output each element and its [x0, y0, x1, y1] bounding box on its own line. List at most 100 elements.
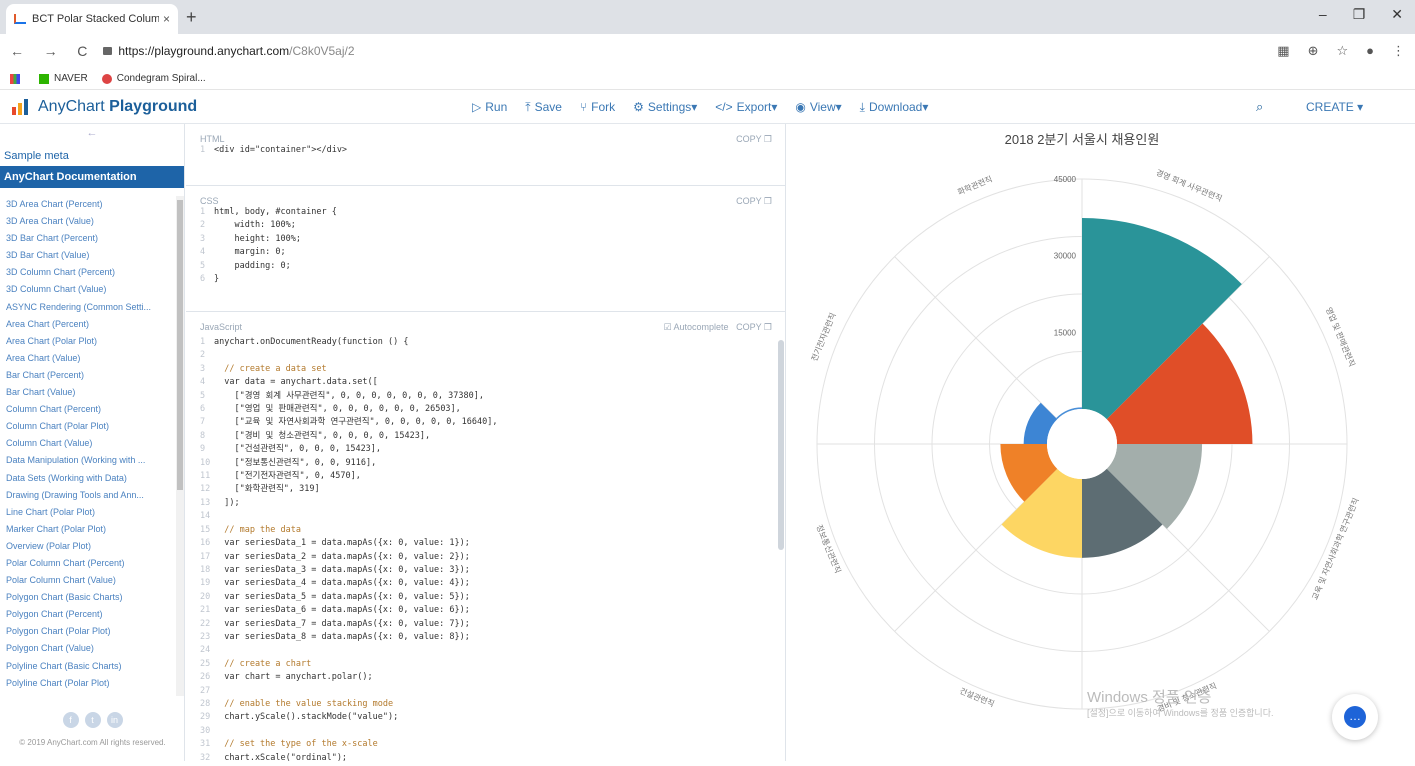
bookmark-condegram[interactable]: Condegram Spiral...: [101, 73, 206, 84]
zoom-icon[interactable]: ⊕: [1307, 43, 1319, 58]
html-code[interactable]: 1 <div id="container"></div>: [186, 144, 786, 157]
sidebar-item[interactable]: 3D Area Chart (Value): [6, 216, 94, 227]
sidebar-item[interactable]: Data Sets (Working with Data): [6, 472, 127, 483]
view-button[interactable]: ◉ View▾: [795, 100, 842, 114]
twitter-icon[interactable]: t: [84, 712, 101, 728]
line-number: 24: [200, 645, 211, 656]
reload-icon[interactable]: C: [77, 43, 88, 59]
column-2[interactable]: [1106, 323, 1253, 444]
back-icon[interactable]: ←: [10, 43, 24, 59]
copy-html-button[interactable]: COPY ❐: [736, 134, 772, 144]
column-3[interactable]: [1106, 444, 1203, 529]
code-icon: </>: [715, 100, 733, 114]
profile-icon[interactable]: ●: [1366, 43, 1374, 58]
code-text: var seriesData_7 = data.mapAs({x: 0, val…: [214, 618, 470, 629]
anychart-logo[interactable]: AnyChart Playground: [12, 98, 197, 116]
facebook-icon[interactable]: f: [62, 712, 79, 728]
url-field[interactable]: https://playground.anychart.com/C8k0V5aj…: [103, 44, 355, 58]
sidebar-item[interactable]: 3D Bar Chart (Value): [6, 250, 90, 261]
collapse-arrow-icon[interactable]: ←: [86, 127, 98, 139]
star-icon[interactable]: ☆: [1336, 43, 1349, 58]
copy-css-button[interactable]: COPY ❐: [736, 196, 772, 206]
translate-icon[interactable]: ▦: [1277, 43, 1290, 58]
sidebar-item[interactable]: Column Chart (Polar Plot): [6, 421, 110, 432]
sample-meta-link[interactable]: Sample meta: [4, 150, 69, 162]
apps-icon[interactable]: [10, 73, 25, 84]
save-button[interactable]: ⤒ Save: [525, 99, 562, 115]
sidebar-item[interactable]: 3D Bar Chart (Percent): [6, 233, 99, 244]
sidebar-item[interactable]: Bar Chart (Percent): [6, 369, 85, 380]
export-button[interactable]: </> Export▾: [715, 100, 778, 114]
sidebar-scrollbar[interactable]: [176, 196, 184, 696]
code-line: 11 ["전기전자관련직", 0, 4570],: [200, 470, 786, 483]
run-button[interactable]: ▷ Run: [472, 100, 508, 114]
app-header: AnyChart Playground ▷ Run ⤒ Save ⑂ Fork ⚙ Se…: [0, 90, 1415, 124]
sidebar-item[interactable]: Area Chart (Polar Plot): [6, 335, 98, 346]
close-window-button[interactable]: ✕: [1391, 6, 1403, 22]
more-icon[interactable]: ⋮: [1392, 43, 1405, 58]
line-number: 27: [200, 685, 211, 696]
code-line: 5 ["경영 회계 사무관련직", 0, 0, 0, 0, 0, 0, 0, 3…: [200, 390, 786, 403]
linkedin-icon[interactable]: in: [106, 712, 123, 728]
editor-scrollbar[interactable]: [778, 340, 784, 550]
column-7[interactable]: [1023, 402, 1058, 444]
maximize-button[interactable]: ❐: [1352, 6, 1366, 22]
search-icon[interactable]: ⌕: [1256, 99, 1264, 114]
column-1[interactable]: [1082, 217, 1242, 420]
column-6[interactable]: [1000, 444, 1058, 502]
sidebar-item[interactable]: Polar Column Chart (Percent): [6, 557, 125, 568]
line-number: 12: [200, 484, 211, 495]
polar-chart[interactable]: 2018 2분기 서울시 채용인원 15000 30000 45000 경영 회계 사무…: [787, 124, 1415, 761]
sidebar-item[interactable]: Line Chart (Polar Plot): [6, 506, 96, 517]
documentation-header[interactable]: AnyChart Documentation: [0, 166, 184, 188]
js-code[interactable]: 1 anychart.onDocumentReady(function () {2…: [186, 332, 786, 765]
browser-tab[interactable]: BCT Polar Stacked Column Cha ×: [6, 4, 178, 34]
code-text: var seriesData_1 = data.mapAs({x: 0, val…: [214, 538, 470, 549]
line-number: 17: [200, 551, 211, 562]
sidebar-item[interactable]: Polyline Chart (Basic Charts): [6, 660, 122, 671]
condegram-icon: [101, 73, 112, 84]
column-4[interactable]: [1082, 468, 1163, 558]
create-button[interactable]: CREATE ▾: [1306, 100, 1364, 114]
sidebar-item[interactable]: Polygon Chart (Percent): [6, 609, 103, 620]
sidebar-item[interactable]: Drawing (Drawing Tools and Ann...: [6, 489, 144, 500]
minimize-button[interactable]: –: [1318, 6, 1327, 22]
fork-button[interactable]: ⑂ Fork: [579, 100, 616, 114]
sidebar-item[interactable]: 3D Area Chart (Percent): [6, 199, 103, 209]
sidebar-item[interactable]: Polygon Chart (Value): [6, 643, 94, 654]
chat-button[interactable]: …: [1332, 694, 1378, 740]
sidebar-item[interactable]: 3D Column Chart (Value): [6, 284, 107, 295]
column-8[interactable]: [1056, 407, 1082, 420]
line-number: 2: [200, 350, 206, 361]
column-5[interactable]: [1001, 468, 1082, 558]
sidebar-item[interactable]: Polygon Chart (Basic Charts): [6, 592, 123, 603]
line-number: 29: [200, 712, 211, 723]
bookmark-naver[interactable]: NAVER: [39, 73, 88, 84]
tab-close-icon[interactable]: ×: [162, 12, 170, 26]
sidebar-item[interactable]: Column Chart (Value): [6, 438, 93, 449]
sidebar-item[interactable]: 3D Column Chart (Percent): [6, 267, 116, 278]
sidebar-item[interactable]: Area Chart (Value): [6, 352, 81, 363]
sidebar-item[interactable]: Polar Column Chart (Value): [6, 575, 116, 586]
sidebar-item[interactable]: Polyline Chart (Polar Plot): [6, 677, 110, 688]
sidebar-item[interactable]: Radar Area Chart (Percent): [0, 692, 176, 696]
code-line: 31 // set the type of the x-scale: [200, 738, 786, 751]
sidebar-item[interactable]: Polygon Chart (Polar Plot): [6, 626, 111, 637]
sidebar-item[interactable]: Column Chart (Percent): [6, 404, 102, 415]
css-code[interactable]: 1 html, body, #container {2 width: 100%; 3…: [186, 206, 786, 286]
sidebar-item[interactable]: Marker Chart (Polar Plot): [6, 523, 107, 534]
category-label: 화학관련직: [956, 174, 994, 197]
autocomplete-toggle[interactable]: ☑ Autocomplete COPY ❐: [663, 322, 772, 332]
line-number: 6: [200, 404, 206, 415]
settings-button[interactable]: ⚙ Settings▾: [633, 100, 698, 114]
new-tab-button[interactable]: +: [186, 7, 197, 27]
line-number: 30: [200, 725, 211, 736]
sidebar-item[interactable]: Overview (Polar Plot): [6, 540, 92, 551]
logo-bars-icon: [12, 98, 28, 115]
sidebar-item[interactable]: Bar Chart (Value): [6, 387, 76, 398]
sidebar-item[interactable]: Data Manipulation (Working with ...: [6, 455, 146, 466]
sidebar-item[interactable]: Area Chart (Percent): [6, 318, 90, 329]
sidebar-item[interactable]: ASYNC Rendering (Common Setti...: [6, 301, 152, 312]
forward-icon[interactable]: →: [43, 43, 58, 59]
download-button[interactable]: ⤓ Download▾: [859, 99, 929, 115]
